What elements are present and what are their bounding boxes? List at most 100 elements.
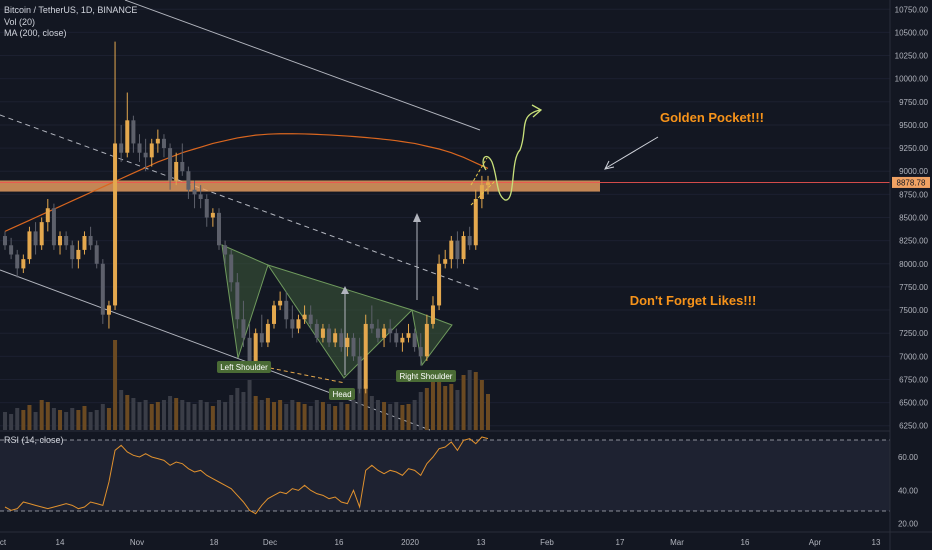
- volume-bar: [51, 408, 56, 430]
- price-tick-label: 8000.00: [899, 260, 928, 269]
- candle-body: [192, 189, 197, 195]
- candle-body: [430, 305, 435, 324]
- candle-body: [259, 333, 264, 343]
- candle-body: [278, 300, 283, 306]
- candle-body: [21, 259, 26, 269]
- candle-body: [302, 314, 307, 320]
- candle-body: [229, 254, 234, 283]
- price-tick-label: 10500.00: [895, 28, 929, 37]
- volume-bar: [345, 404, 350, 430]
- candle-body: [125, 120, 130, 153]
- candle-body: [308, 314, 313, 324]
- candle-body: [223, 245, 228, 255]
- symbol-title: Bitcoin / TetherUS, 1D, BINANCE: [4, 5, 138, 15]
- price-tick-label: 8500.00: [899, 214, 928, 223]
- candle-body: [235, 282, 240, 320]
- flag-upper: [470, 157, 488, 186]
- price-tick-label: 10000.00: [895, 75, 929, 84]
- price-tick-label: 10250.00: [895, 52, 929, 61]
- candle-body: [382, 328, 387, 338]
- candle-body: [198, 194, 203, 199]
- volume-bar: [486, 394, 490, 430]
- time-tick-label: Nov: [130, 538, 144, 547]
- right-shoulder-label-bg: [396, 370, 456, 382]
- candle-body: [131, 120, 136, 144]
- candle-body: [418, 347, 423, 357]
- channel-mid-line: [0, 114, 481, 291]
- candle-body: [168, 148, 173, 181]
- volume-bar: [180, 400, 185, 430]
- candle-body: [64, 236, 69, 246]
- price-tick-label: 7500.00: [899, 306, 928, 315]
- time-tick-label: 14: [56, 538, 65, 547]
- time-tick-label: ct: [0, 538, 7, 547]
- ma200-line: [4, 133, 489, 232]
- golden-pocket-pointer-head: [604, 160, 615, 170]
- time-tick-label: Feb: [540, 538, 554, 547]
- breakout-arrow-tip: [413, 213, 421, 222]
- volume-bar: [70, 408, 75, 430]
- candle-body: [149, 143, 154, 158]
- candle-body: [204, 198, 209, 218]
- time-tick-label: 16: [741, 538, 750, 547]
- last-price-badge: [892, 176, 930, 188]
- rsi-indicator-label: RSI (14, close): [4, 435, 64, 445]
- rsi-tick-label: 60.00: [898, 453, 919, 462]
- volume-bar: [125, 395, 130, 430]
- candle-body: [272, 305, 277, 324]
- rsi-axis-labels: 20.00 40.00 60.00: [898, 453, 919, 529]
- golden-pocket-text: Golden Pocket!!!: [660, 110, 764, 125]
- volume-bar: [479, 380, 484, 430]
- volume-bars: [3, 340, 490, 430]
- volume-bar: [119, 390, 124, 430]
- volume-bar: [58, 410, 63, 430]
- volume-bar: [33, 412, 38, 430]
- volume-bar: [223, 402, 228, 430]
- time-tick-label: Dec: [263, 538, 277, 547]
- candle-body: [473, 198, 478, 246]
- candle-body: [106, 305, 111, 315]
- time-axis-labels: ct 14 Nov 18 Dec 16 2020 13 Feb 17 Mar 16 Apr 13: [0, 538, 881, 547]
- candle-body: [290, 319, 295, 329]
- volume-bar: [76, 410, 81, 430]
- candle-body: [39, 222, 44, 246]
- price-tick-label: 9250.00: [899, 144, 928, 153]
- candle-body: [82, 236, 87, 250]
- volume-bar: [247, 380, 252, 430]
- volume-bar: [388, 404, 393, 430]
- volume-bar: [351, 400, 356, 430]
- volume-bar: [357, 375, 362, 430]
- volume-bar: [400, 405, 405, 430]
- candle-body: [45, 208, 50, 223]
- volume-bar: [412, 400, 417, 430]
- volume-bar: [174, 398, 179, 430]
- price-tick-label: 10750.00: [895, 5, 929, 14]
- right-shoulder-label: Right Shoulder: [400, 372, 453, 381]
- volume-bar: [131, 398, 136, 430]
- candle-body: [33, 231, 38, 246]
- volume-bar: [15, 408, 20, 430]
- golden-pocket-zone: [0, 180, 600, 192]
- volume-bar: [113, 340, 118, 430]
- time-tick-label: 13: [477, 538, 486, 547]
- time-tick-label: Apr: [809, 538, 822, 547]
- volume-bar: [155, 402, 160, 430]
- volume-bar: [278, 400, 283, 430]
- volume-bar: [192, 404, 197, 430]
- price-tick-label: 9500.00: [899, 121, 928, 130]
- candle-body: [70, 245, 75, 260]
- volume-bar: [143, 400, 148, 430]
- volume-bar: [198, 400, 203, 430]
- candle-body: [363, 323, 368, 389]
- candle-body: [15, 254, 20, 269]
- candle-body: [437, 263, 442, 306]
- volume-bar: [106, 408, 111, 430]
- candle-body: [345, 337, 350, 348]
- last-price-badge-text: 8878.78: [897, 178, 926, 187]
- candle-body: [412, 333, 417, 348]
- time-tick-label: 2020: [401, 538, 419, 547]
- golden-pocket-pointer: [605, 136, 659, 169]
- volume-bar: [382, 402, 387, 430]
- volume-bar: [88, 412, 93, 430]
